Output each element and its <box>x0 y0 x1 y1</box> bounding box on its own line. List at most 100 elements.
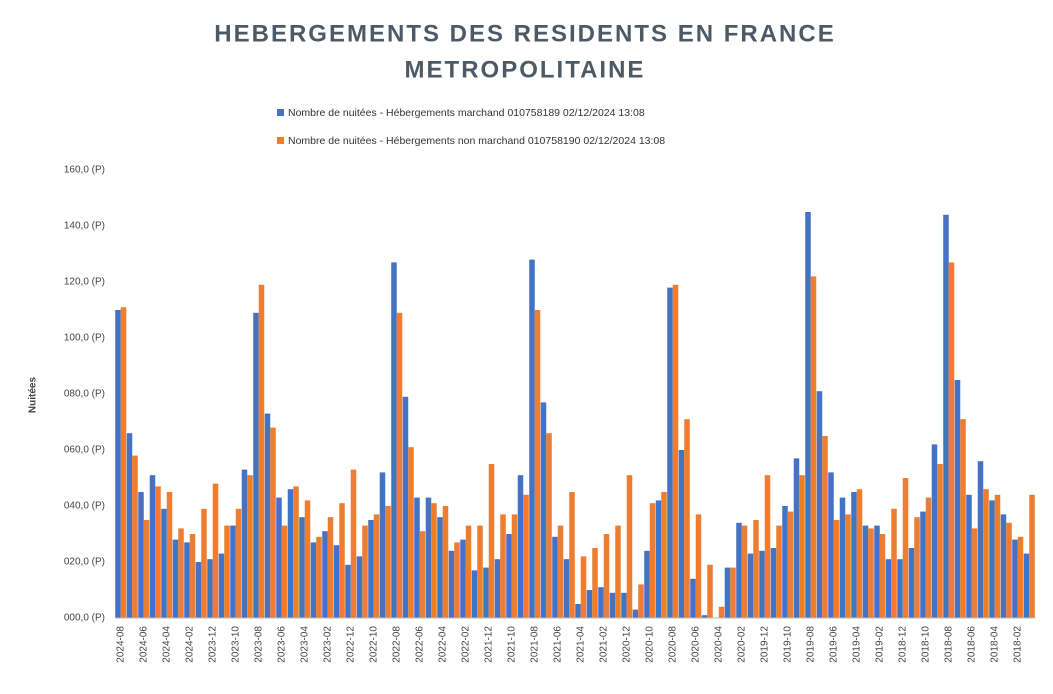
bar <box>310 542 317 618</box>
bar <box>419 531 426 618</box>
bar <box>1017 536 1024 618</box>
bar <box>356 556 363 618</box>
bar <box>552 536 558 618</box>
x-tick-label: 2022-12 <box>345 626 356 663</box>
bar <box>540 402 547 618</box>
x-tick-label: 2020-04 <box>713 626 724 663</box>
bar <box>161 508 167 618</box>
legend-swatch <box>277 109 284 116</box>
bar <box>948 262 955 618</box>
bar <box>488 464 495 618</box>
bar <box>862 525 869 618</box>
bar <box>471 570 478 618</box>
bar <box>793 458 800 618</box>
bar <box>477 525 483 618</box>
x-tick-label: 2023-12 <box>207 626 218 663</box>
bar <box>448 550 455 618</box>
bar <box>954 380 961 618</box>
bar <box>839 497 846 618</box>
bar <box>655 500 662 618</box>
y-axis-label: Nuitées <box>28 377 39 414</box>
bar <box>373 514 380 618</box>
bar <box>592 548 598 618</box>
bar <box>368 520 374 618</box>
bar <box>362 525 368 618</box>
bar <box>316 536 322 618</box>
bar <box>891 508 897 618</box>
bar <box>695 514 702 618</box>
bar <box>506 534 512 618</box>
x-tick-label: 2021-04 <box>575 626 586 663</box>
bar <box>799 475 805 618</box>
bar <box>172 539 179 618</box>
x-tick-label: 2019-10 <box>782 626 793 663</box>
bar <box>299 517 305 618</box>
y-tick-label: 040,0 (P) <box>64 501 105 512</box>
bar <box>1029 494 1035 618</box>
y-tick-label: 060,0 (P) <box>64 445 105 456</box>
bar <box>868 528 874 618</box>
x-tick-label: 2020-08 <box>667 626 678 663</box>
bar <box>828 472 834 618</box>
bar <box>810 276 817 618</box>
bar <box>465 525 472 618</box>
x-tick-label: 2024-02 <box>184 626 195 663</box>
bar <box>1023 553 1030 618</box>
legend-swatch <box>277 137 284 144</box>
x-tick-label: 2023-08 <box>253 626 264 663</box>
bar <box>339 503 345 618</box>
y-tick-label: 000,0 (P) <box>64 613 105 624</box>
bar <box>787 511 794 618</box>
bar <box>500 514 506 618</box>
bar <box>701 615 708 618</box>
bar <box>609 592 616 618</box>
legend-label: Nombre de nuitées - Hébergements non mar… <box>288 135 665 147</box>
bar <box>845 514 851 618</box>
bar <box>747 553 754 618</box>
bar <box>575 604 581 618</box>
x-tick-label: 2018-06 <box>966 626 977 663</box>
bar <box>851 492 857 618</box>
bar <box>224 525 230 618</box>
bar <box>437 517 443 618</box>
bar <box>511 514 518 618</box>
x-tick-label: 2018-02 <box>1012 626 1023 663</box>
bar <box>241 469 248 618</box>
bar <box>736 522 742 618</box>
x-tick-label: 2024-04 <box>161 626 172 663</box>
bar <box>937 464 943 618</box>
bar <box>1000 514 1007 618</box>
bar <box>678 450 685 618</box>
x-tick-label: 2019-04 <box>851 626 862 663</box>
bar <box>989 500 995 618</box>
x-tick-label: 2018-10 <box>920 626 931 663</box>
x-tick-label: 2022-06 <box>414 626 425 663</box>
x-tick-label: 2019-08 <box>805 626 816 663</box>
bar <box>902 478 909 618</box>
bar <box>195 562 202 618</box>
x-tick-label: 2019-06 <box>828 626 839 663</box>
bar <box>264 413 271 618</box>
bar <box>287 489 294 618</box>
bar <box>293 486 299 618</box>
bar <box>115 310 121 618</box>
bar <box>218 553 225 618</box>
bar <box>879 534 886 618</box>
bar <box>201 508 207 618</box>
bar <box>557 525 564 618</box>
bar <box>615 525 621 618</box>
chart-subtitle: METROPOLITAINE <box>405 56 646 83</box>
bar <box>258 284 265 618</box>
x-tick-label: 2023-02 <box>322 626 333 663</box>
x-tick-label: 2020-10 <box>644 626 655 663</box>
y-tick-label: 080,0 (P) <box>64 389 105 400</box>
bar <box>874 525 880 618</box>
bar <box>914 517 920 618</box>
x-tick-label: 2023-04 <box>299 626 310 663</box>
x-tick-label: 2023-06 <box>276 626 287 663</box>
bar <box>327 517 334 618</box>
bar <box>822 436 828 618</box>
bar <box>184 542 190 618</box>
bar <box>270 427 276 618</box>
